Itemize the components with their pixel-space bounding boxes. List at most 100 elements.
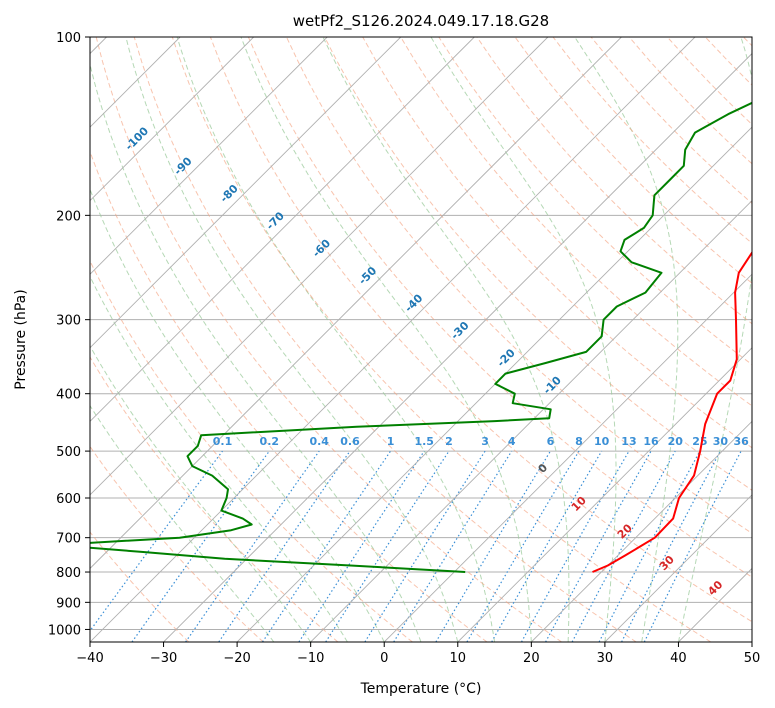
isotherm-line xyxy=(163,52,752,642)
mixing-ratio-line xyxy=(435,450,552,642)
moist-adiabat xyxy=(430,37,617,642)
isotherm-line xyxy=(310,200,752,642)
dry-adiabat xyxy=(590,37,752,204)
moist-adiabats xyxy=(90,37,752,642)
moist-adiabat xyxy=(90,404,275,642)
x-tick-label: −30 xyxy=(150,651,177,666)
isotherm-line xyxy=(90,37,254,202)
y-tick-label: 1000 xyxy=(48,623,81,638)
mixing-ratio-label: 6 xyxy=(547,435,555,448)
mixing-ratio-label: 3 xyxy=(481,435,489,448)
mixing-ratio-label: 10 xyxy=(594,435,610,448)
x-tick-label: 40 xyxy=(670,651,687,666)
dry-adiabat xyxy=(133,37,637,642)
mixing-ratio-label: 30 xyxy=(713,435,729,448)
isotherm-line xyxy=(678,567,752,642)
moist-adiabat xyxy=(677,37,752,642)
mixing-ratio-label: 1.5 xyxy=(414,435,434,448)
x-axis-label: Temperature (°C) xyxy=(360,681,482,697)
y-tick-label: 200 xyxy=(56,209,81,224)
moist-adiabat xyxy=(240,37,532,642)
y-tick-label: 600 xyxy=(56,492,81,507)
mixing-ratio-line xyxy=(298,450,425,642)
mixing-ratio-label: 4 xyxy=(508,435,516,448)
mixing-ratio-line xyxy=(185,450,320,642)
dry-adiabat xyxy=(171,37,712,642)
isotherm-line xyxy=(751,641,752,642)
x-tick-label: 50 xyxy=(744,651,761,666)
dry-adiabat xyxy=(552,37,752,244)
isotherm-line xyxy=(90,37,475,422)
x-axis-ticks: −40 −30 −20 −10 0 10 20 30 40 50 xyxy=(76,642,760,666)
mixing-ratio-label: 2 xyxy=(445,435,453,448)
dry-adiabats xyxy=(90,37,752,642)
isotherm-line xyxy=(604,494,752,642)
mixing-ratio-line xyxy=(545,450,652,642)
dry-adiabat xyxy=(438,37,752,366)
mixing-ratio-label: 0.6 xyxy=(340,435,360,448)
mixing-ratio-line xyxy=(325,450,450,642)
mixing-ratio-label: 16 xyxy=(643,435,659,448)
moist-adiabat xyxy=(574,37,679,642)
dry-adiabat-label: -50 xyxy=(356,264,379,287)
y-tick-label: 500 xyxy=(56,445,81,460)
mixing-ratio-label: 1 xyxy=(387,435,395,448)
mixing-ratio-line xyxy=(131,450,270,642)
y-tick-label: 700 xyxy=(56,532,81,547)
x-tick-label: 10 xyxy=(450,651,467,666)
mixing-ratio-lines xyxy=(90,450,742,642)
dry-adiabat-label: -60 xyxy=(310,237,333,260)
mixing-ratio-label: 13 xyxy=(621,435,636,448)
mixing-ratio-line xyxy=(621,450,721,642)
mixing-ratio-line xyxy=(90,450,223,632)
mixing-ratio-label: 36 xyxy=(733,435,749,448)
mixing-ratio-label: 0.1 xyxy=(213,435,233,448)
dry-adiabat-label: -40 xyxy=(402,291,425,314)
isotherm-line xyxy=(90,37,622,570)
dry-adiabat xyxy=(90,445,264,642)
mixing-ratio-line xyxy=(393,450,513,642)
isobar-gridlines xyxy=(90,37,752,630)
x-tick-label: 0 xyxy=(380,651,388,666)
moist-adiabat xyxy=(90,275,348,642)
isotherm-line xyxy=(90,37,549,496)
dry-adiabat-label: 30 xyxy=(657,553,677,573)
y-tick-label: 400 xyxy=(56,388,81,403)
dry-adiabat-label: -70 xyxy=(264,209,287,232)
isotherm-line xyxy=(236,126,752,642)
isotherm-line xyxy=(531,420,752,642)
background-lines xyxy=(90,37,752,642)
x-tick-label: 30 xyxy=(597,651,614,666)
dry-adiabat xyxy=(90,259,413,642)
isotherm-line xyxy=(90,37,696,642)
dry-adiabat xyxy=(90,356,339,642)
x-tick-label: −20 xyxy=(223,651,250,666)
dry-adiabat-label: -20 xyxy=(495,346,518,369)
moist-adiabat xyxy=(176,37,496,642)
moist-adiabat xyxy=(90,345,312,642)
y-axis-label: Pressure (hPa) xyxy=(13,289,29,389)
x-tick-label: −10 xyxy=(297,651,324,666)
dewpoint-profile-line xyxy=(90,101,752,573)
isotherm-line xyxy=(90,37,402,349)
dry-adiabat xyxy=(514,37,752,284)
mixing-ratio-line xyxy=(571,450,676,642)
dry-adiabat-label: 40 xyxy=(705,578,725,598)
dry-adiabat xyxy=(209,37,752,623)
y-tick-label: 100 xyxy=(56,31,81,46)
dry-adiabat xyxy=(666,37,752,126)
data-series xyxy=(90,101,752,573)
dry-adiabat xyxy=(743,37,752,47)
y-axis-ticks: 100 200 300 400 500 600 700 800 900 1000 xyxy=(48,31,90,638)
dry-adiabat xyxy=(247,37,752,578)
chart-title: wetPf2_S126.2024.049.17.18.G28 xyxy=(293,12,549,31)
isotherm-line xyxy=(383,273,752,642)
mixing-ratio-line xyxy=(598,450,701,642)
mixing-ratio-label: 20 xyxy=(668,435,684,448)
isotherm-line xyxy=(457,347,752,642)
mixing-ratio-line xyxy=(218,450,351,642)
mixing-ratio-line xyxy=(466,450,580,642)
mixing-ratio-line xyxy=(261,450,391,642)
isotherm-line xyxy=(90,37,328,275)
moist-adiabat xyxy=(322,37,570,642)
